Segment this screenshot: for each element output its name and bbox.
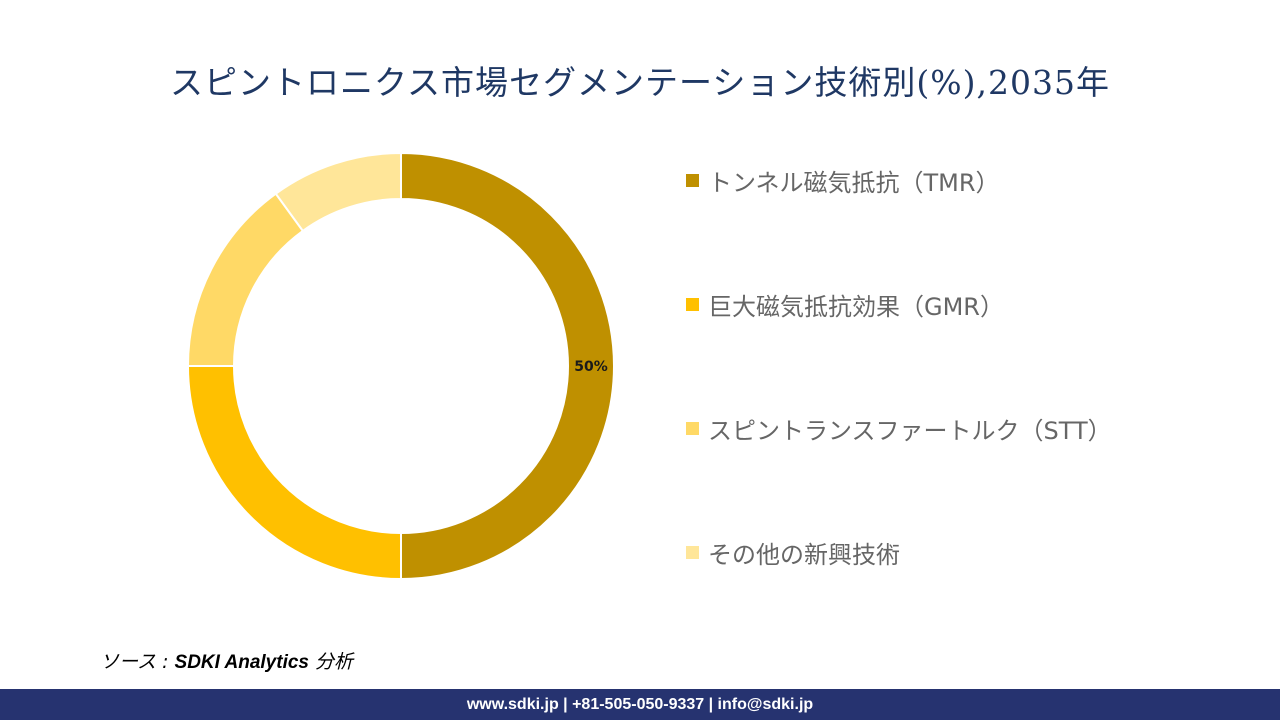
donut-segment-1 [400,151,615,581]
source-note: ソース : SDKI Analytics 分析 [100,647,353,674]
footer-bar: www.sdki.jp | +81-505-050-9337 | info@sd… [0,689,1280,720]
donut-segment-3 [186,192,305,367]
donut-segment-4 [274,151,402,233]
legend-swatch [686,422,699,435]
legend-swatch [686,174,699,187]
legend-swatch [686,546,699,559]
legend-label: 巨大磁気抵抗効果（GMR） [708,293,1004,321]
data-label-1: 50% [574,359,608,375]
legend-item: トンネル磁気抵抗（TMR） [686,163,1000,198]
donut-segment-2 [186,365,402,581]
legend-label: トンネル磁気抵抗（TMR） [708,169,1000,197]
legend-label: スピントランスファートルク（STT） [708,417,1112,445]
source-suffix: 分析 [308,651,354,673]
legend-label: その他の新興技術 [708,541,900,569]
legend-swatch [686,298,699,311]
chart-title: スピントロニクス市場セグメンテーション技術別(%),2035年 [170,63,1110,102]
source-name: SDKI Analytics [174,652,309,673]
legend-item: 巨大磁気抵抗効果（GMR） [686,287,1004,322]
source-prefix: ソース : [100,651,175,673]
legend-item: スピントランスファートルク（STT） [686,411,1112,446]
legend-item: その他の新興技術 [686,535,900,570]
